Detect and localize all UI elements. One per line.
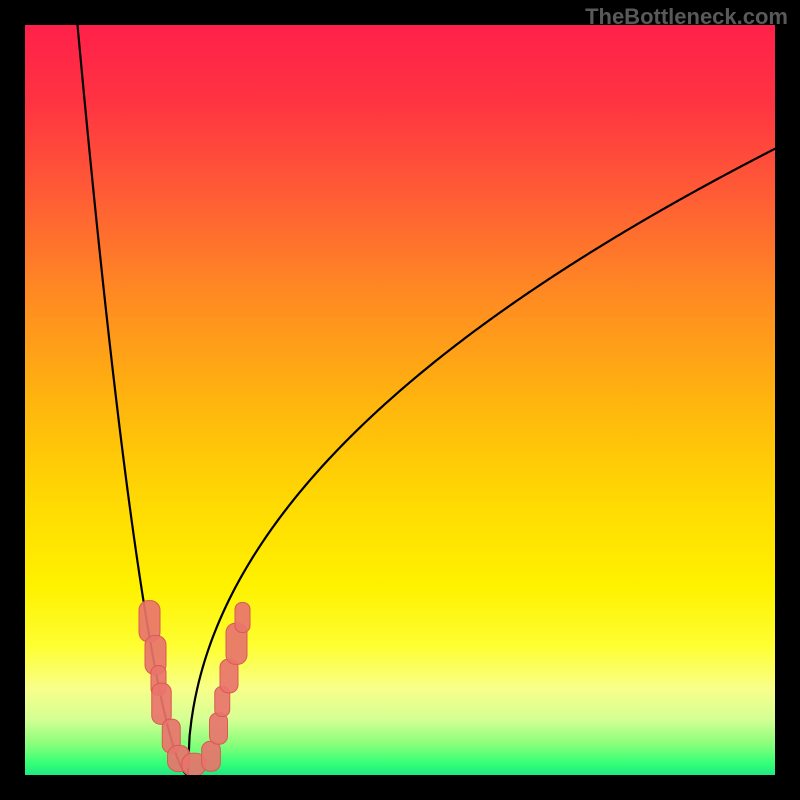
data-marker: [210, 713, 228, 745]
plot-border: [0, 0, 25, 800]
bottleneck-plot: [0, 0, 800, 800]
data-marker: [235, 603, 250, 633]
watermark-text: TheBottleneck.com: [585, 4, 788, 30]
data-marker: [152, 683, 172, 724]
gradient-background: [25, 25, 775, 775]
plot-border: [775, 0, 800, 800]
data-marker: [202, 741, 221, 771]
chart-frame: TheBottleneck.com: [0, 0, 800, 800]
plot-border: [0, 775, 800, 800]
